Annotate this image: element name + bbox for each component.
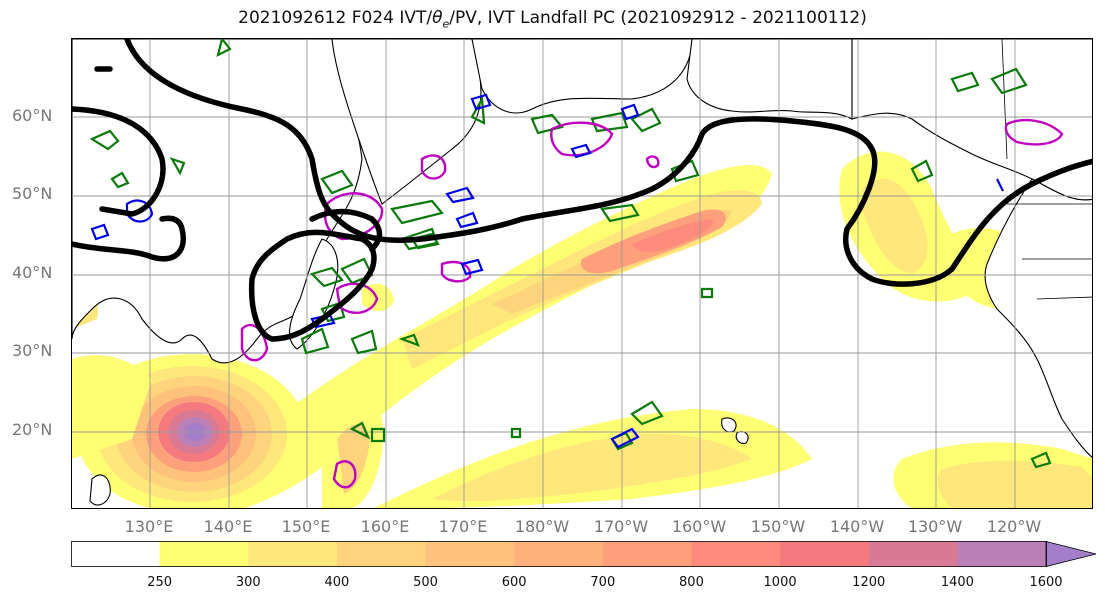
title-text-2: /PV, IVT Landfall PC (2021092912 - 20211…	[449, 8, 867, 28]
colorbar-cell	[248, 541, 338, 567]
land-asia	[72, 39, 363, 364]
lon-label-180w: 180°W	[514, 517, 570, 536]
lat-label-50n: 50°N	[12, 184, 53, 203]
land-alaska	[686, 39, 853, 120]
lon-label-120w: 120°W	[986, 517, 1042, 536]
colorbar-cell	[602, 541, 692, 567]
lon-label-150w: 150°W	[750, 517, 806, 536]
lat-label-60n: 60°N	[12, 106, 53, 125]
colorbar-tick-label: 1000	[763, 575, 797, 590]
map-title: 2021092612 F024 IVT/θe/PV, IVT Landfall …	[0, 8, 1105, 30]
land-north-america	[984, 178, 1092, 458]
pv-contour-2	[335, 282, 379, 315]
colorbar-frame	[71, 541, 1047, 567]
pv-contour-3	[240, 323, 269, 362]
ivt-south-band-2	[432, 433, 752, 502]
map-canvas	[72, 39, 1092, 508]
colorbar-cell	[957, 541, 1047, 567]
pv-contour-7	[332, 460, 357, 489]
theta-e-contours	[89, 39, 1052, 469]
colorbar-cell	[336, 541, 427, 567]
colorbar-cell	[71, 541, 161, 567]
colorbar-tick-label: 500	[413, 575, 438, 590]
colorbar-tick-label: 800	[679, 575, 704, 590]
ivt-ne-blob-2	[862, 178, 928, 274]
lat-label-30n: 30°N	[12, 341, 53, 360]
title-text-1: 2021092612 F024 IVT/	[238, 8, 433, 28]
lon-label-170w: 170°W	[593, 517, 649, 536]
colorbar-cell	[868, 541, 958, 567]
colorbar-cell	[691, 541, 781, 567]
ivt-ar-core-800	[632, 219, 713, 252]
coastlines	[72, 39, 1092, 506]
title-theta: θ	[432, 8, 443, 28]
pv-contours	[240, 118, 1064, 489]
land-siberia-east	[471, 39, 693, 114]
colorbar-tick-label: 250	[147, 575, 173, 590]
colorbar-extend-arrow	[1045, 541, 1097, 567]
lon-label-150e: 150°E	[281, 517, 331, 536]
pv-contour-8	[1004, 118, 1064, 146]
colorbar-tick-label: 700	[590, 575, 616, 590]
lat-label-40n: 40°N	[12, 263, 53, 282]
political-borders	[851, 39, 1092, 300]
colorbar-tick-label: 1600	[1029, 575, 1063, 590]
pc-contour-left	[72, 106, 166, 217]
pv-contour-9	[645, 155, 660, 169]
lon-label-170e: 170°E	[438, 517, 488, 536]
lon-label-130w: 130°W	[907, 517, 963, 536]
colorbar-tick-label: 1400	[940, 575, 974, 590]
pv-contour-5	[550, 121, 614, 157]
pc-contour-left-2	[72, 215, 186, 262]
lon-label-140e: 140°E	[203, 517, 253, 536]
colorbar-cell	[514, 541, 604, 567]
colorbar-cell	[425, 541, 515, 567]
pv-contour-6	[440, 260, 472, 283]
lon-label-160e: 160°E	[360, 517, 410, 536]
pc-contour-main	[124, 39, 1092, 287]
ivt-colorbar	[71, 541, 1097, 567]
lon-label-140w: 140°W	[829, 517, 885, 536]
ivt-sw-field	[72, 355, 152, 459]
lon-label-160w: 160°W	[671, 517, 727, 536]
colorbar-cell	[780, 541, 870, 567]
landfall-pc-contours	[72, 39, 1092, 342]
lat-label-20n: 20°N	[12, 420, 53, 439]
colorbar-tick-label: 400	[324, 575, 350, 590]
pc-contour-loop	[248, 229, 377, 342]
map-panel	[71, 38, 1093, 509]
colorbar-tick-label: 300	[235, 575, 261, 590]
pc-contour-kuril	[309, 208, 383, 252]
gridlines	[72, 39, 1092, 508]
pv-contour-4	[420, 154, 447, 180]
land-hawaii-2	[735, 431, 749, 444]
colorbar-tick-label: 1200	[852, 575, 886, 590]
pv-contour-1	[323, 192, 384, 241]
title-subscript: e	[442, 17, 450, 31]
colorbar-tick-label: 600	[501, 575, 527, 590]
land-hawaii-1	[721, 417, 737, 433]
colorbar-cell	[159, 541, 249, 567]
ivt-central-blob-2	[337, 424, 370, 494]
lon-label-130e: 130°E	[124, 517, 174, 536]
land-philippines	[89, 474, 111, 506]
